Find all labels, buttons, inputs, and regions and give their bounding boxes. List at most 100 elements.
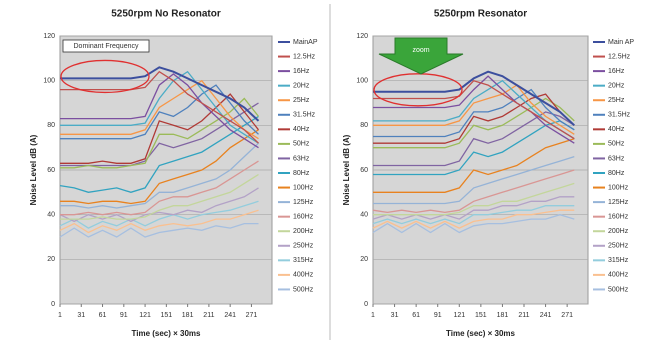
legend-label: 80Hz — [608, 170, 625, 177]
series-line — [60, 97, 260, 169]
highlight-ellipse — [373, 73, 463, 107]
legend-label: 500Hz — [293, 286, 314, 293]
legend-label: 20Hz — [293, 83, 310, 90]
legend-label: 250Hz — [293, 243, 314, 250]
x-tick-label: 1 — [371, 312, 375, 319]
legend-label: MainAP — [293, 39, 318, 46]
y-axis-label: Noise Level dB (A) — [342, 134, 351, 205]
x-tick-label: 211 — [203, 312, 214, 319]
x-tick-label: 1 — [58, 312, 62, 319]
legend-label: 25Hz — [293, 97, 310, 104]
legend-label: 200Hz — [293, 228, 314, 235]
y-tick-label: 100 — [356, 78, 368, 85]
x-tick-label: 121 — [139, 312, 151, 319]
y-tick-label: 100 — [43, 78, 55, 85]
x-tick-label: 151 — [475, 312, 487, 319]
x-tick-label: 211 — [518, 312, 529, 319]
legend-label: 25Hz — [608, 97, 625, 104]
x-tick-label: 31 — [391, 312, 399, 319]
legend-label: 160Hz — [293, 214, 314, 221]
x-tick-label: 271 — [246, 312, 258, 319]
legend-label: 125Hz — [293, 199, 314, 206]
annotation: zoom — [412, 47, 429, 54]
legend-label: Main AP — [608, 39, 634, 46]
highlight-ellipse — [60, 59, 150, 94]
legend-label: 125Hz — [608, 199, 629, 206]
series-line — [372, 169, 575, 214]
x-tick-label: 91 — [434, 312, 442, 319]
x-tick-label: 61 — [99, 312, 107, 319]
series-line — [60, 160, 259, 216]
legend-label: 63Hz — [608, 155, 625, 162]
chart-title: 5250rpm Resonator — [434, 9, 527, 20]
legend-label: 500Hz — [608, 286, 629, 293]
series-line — [373, 138, 575, 193]
x-tick-label: 241 — [224, 312, 236, 319]
series-line — [373, 75, 575, 144]
legend-label: 250Hz — [608, 243, 629, 250]
y-tick-label: 40 — [47, 212, 55, 219]
legend-label: 80Hz — [293, 170, 310, 177]
series-line — [60, 102, 259, 167]
series-line — [373, 93, 575, 144]
legend-label: 16Hz — [293, 68, 310, 75]
series-line — [60, 93, 260, 164]
x-axis-label: Time (sec) × 30ms — [131, 329, 201, 338]
series-line — [60, 66, 260, 122]
x-tick-label: 61 — [412, 312, 420, 319]
chart: 5250rpm Resonator Time (sec) × 30ms Noise … — [342, 9, 634, 338]
x-tick-label: 31 — [77, 312, 85, 319]
legend-label: 16Hz — [608, 68, 625, 75]
series-line — [59, 209, 259, 234]
series-line — [60, 73, 259, 149]
legend-label: 50Hz — [293, 141, 310, 148]
y-tick-label: 80 — [47, 122, 55, 129]
x-tick-label: 271 — [561, 312, 573, 319]
annotation: Dominant Frequency — [74, 43, 139, 50]
legend-label: 40Hz — [608, 126, 625, 133]
legend-label: 160Hz — [608, 214, 629, 221]
x-tick-label: 151 — [161, 312, 173, 319]
series-line — [60, 173, 259, 220]
y-tick-label: 60 — [47, 167, 55, 174]
x-tick-label: 181 — [497, 312, 509, 319]
x-tick-label: 91 — [120, 312, 128, 319]
legend-label: 12.5Hz — [293, 53, 316, 60]
series-line — [372, 214, 575, 234]
series-line — [59, 222, 259, 238]
legend-label: 12.5Hz — [608, 53, 631, 60]
y-tick-label: 120 — [356, 33, 368, 40]
legend-label: 31.5Hz — [608, 112, 631, 119]
chart-title: 5250rpm No Resonator — [111, 9, 221, 20]
y-tick-label: 20 — [47, 256, 55, 263]
y-tick-label: 0 — [364, 301, 368, 308]
y-tick-label: 40 — [360, 212, 368, 219]
series-line — [373, 84, 575, 135]
series-line — [372, 209, 575, 229]
series-line — [60, 79, 259, 140]
legend-label: 31.5Hz — [293, 112, 316, 119]
series-line — [373, 88, 575, 138]
series-line — [59, 115, 259, 193]
y-tick-label: 20 — [360, 256, 368, 263]
legend-label: 40Hz — [293, 126, 310, 133]
legend-label: 400Hz — [293, 272, 314, 279]
series-line — [372, 205, 575, 225]
series-line — [60, 70, 259, 144]
series-line — [60, 142, 259, 209]
chart: 5250rpm No Resonator Time (sec) × 30ms Noi… — [29, 9, 318, 338]
series-line — [60, 129, 259, 205]
y-tick-label: 120 — [43, 33, 55, 40]
y-tick-label: 60 — [360, 167, 368, 174]
x-tick-label: 121 — [453, 312, 465, 319]
x-axis-label: Time (sec) × 30ms — [446, 329, 516, 338]
legend-label: 50Hz — [608, 141, 625, 148]
legend-label: 63Hz — [293, 155, 310, 162]
x-tick-label: 181 — [182, 312, 194, 319]
series-line — [373, 70, 575, 127]
legend-label: 100Hz — [608, 184, 629, 191]
series-line — [373, 155, 575, 205]
x-tick-label: 241 — [540, 312, 552, 319]
series-line — [373, 182, 575, 216]
